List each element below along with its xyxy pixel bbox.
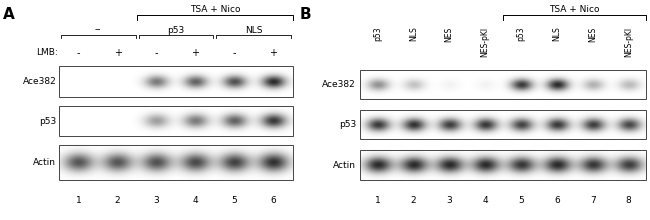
Text: p53: p53 xyxy=(516,26,525,41)
Text: LMB:: LMB: xyxy=(36,48,58,57)
Text: TSA + Nico: TSA + Nico xyxy=(549,5,600,14)
Text: 5: 5 xyxy=(518,196,524,205)
Text: 7: 7 xyxy=(590,196,595,205)
Text: p53: p53 xyxy=(39,117,56,125)
Text: 5: 5 xyxy=(231,196,237,205)
Text: Ace382: Ace382 xyxy=(23,77,56,86)
Text: 3: 3 xyxy=(447,196,452,205)
Text: 3: 3 xyxy=(153,196,159,205)
Text: p53: p53 xyxy=(373,26,382,41)
Text: NLS: NLS xyxy=(552,26,562,41)
Text: NES: NES xyxy=(588,26,597,42)
Text: 6: 6 xyxy=(270,196,276,205)
Bar xyxy=(359,110,647,139)
Text: p53: p53 xyxy=(167,26,185,35)
Text: NLS: NLS xyxy=(409,26,418,41)
Text: B: B xyxy=(299,7,311,22)
Text: TSA + Nico: TSA + Nico xyxy=(190,5,240,14)
Text: 6: 6 xyxy=(554,196,560,205)
Text: Actin: Actin xyxy=(33,158,56,167)
Bar xyxy=(359,70,647,99)
Bar xyxy=(59,145,292,180)
Text: NES-pKI: NES-pKI xyxy=(624,26,633,57)
Text: 8: 8 xyxy=(626,196,631,205)
Text: --: -- xyxy=(95,26,101,35)
Text: Actin: Actin xyxy=(333,161,356,169)
Text: +: + xyxy=(269,48,278,58)
Text: -: - xyxy=(77,48,81,58)
Text: p53: p53 xyxy=(339,120,356,129)
Text: 1: 1 xyxy=(76,196,81,205)
Text: +: + xyxy=(192,48,200,58)
Text: NES-pKI: NES-pKI xyxy=(480,26,489,57)
Bar xyxy=(59,66,292,97)
Text: 1: 1 xyxy=(374,196,380,205)
Text: 4: 4 xyxy=(482,196,488,205)
Text: -: - xyxy=(155,48,158,58)
Bar xyxy=(59,106,292,136)
Text: Ace382: Ace382 xyxy=(322,80,356,89)
Text: -: - xyxy=(233,48,236,58)
Text: NES: NES xyxy=(445,26,454,42)
Bar xyxy=(359,150,647,180)
Text: +: + xyxy=(114,48,122,58)
Text: 4: 4 xyxy=(192,196,198,205)
Text: A: A xyxy=(3,7,15,22)
Text: 2: 2 xyxy=(411,196,416,205)
Text: 2: 2 xyxy=(115,196,120,205)
Text: NLS: NLS xyxy=(245,26,263,35)
